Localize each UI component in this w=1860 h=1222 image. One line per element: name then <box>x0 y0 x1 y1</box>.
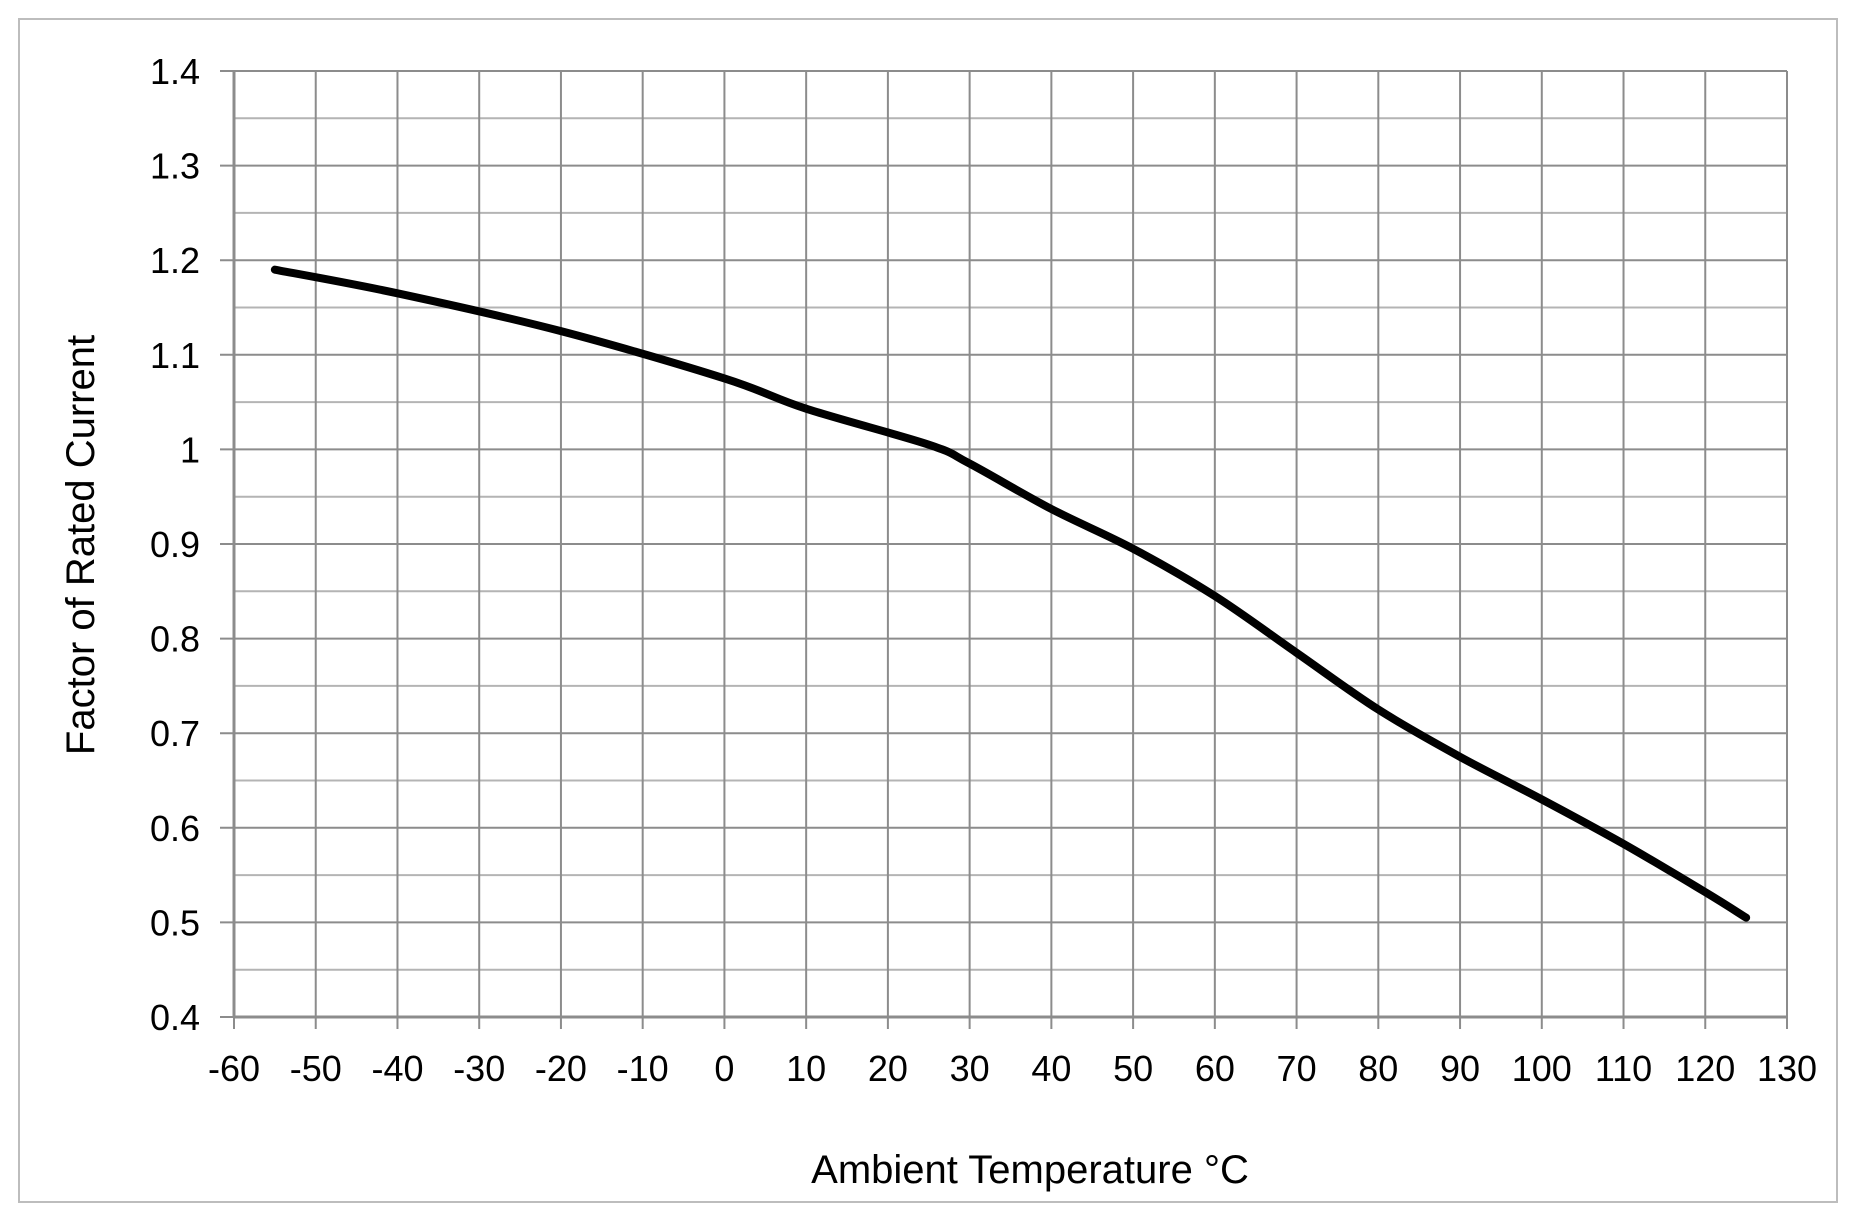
y-tick-label: 0.6 <box>150 808 200 849</box>
y-tick-label: 0.5 <box>150 902 200 943</box>
y-tick-label: 0.8 <box>150 619 200 660</box>
y-tick-label: 0.9 <box>150 524 200 565</box>
series-layer <box>270 265 1751 922</box>
x-tick-label: 130 <box>1757 1048 1817 1089</box>
y-tick-label: 1.4 <box>150 51 200 92</box>
x-tick-label: 80 <box>1358 1048 1398 1089</box>
y-tick-label: 0.7 <box>150 713 200 754</box>
axes <box>232 71 1787 1019</box>
y-tick-label: 0.4 <box>150 997 200 1038</box>
x-tick-label: -30 <box>453 1048 505 1089</box>
x-tick-label: -50 <box>290 1048 342 1089</box>
chart-frame <box>18 18 1838 1203</box>
x-tick-label: 110 <box>1595 1048 1652 1089</box>
x-tick-label: 0 <box>714 1048 734 1089</box>
y-tick-label: 1.1 <box>150 335 200 376</box>
y-tick-label: 1.2 <box>150 240 200 281</box>
series-line <box>270 265 1751 922</box>
y-tick-label: 1 <box>180 429 200 470</box>
x-tick-label: 10 <box>786 1048 826 1089</box>
y-tick-label: 1.3 <box>150 146 200 187</box>
x-tick-label: 60 <box>1195 1048 1235 1089</box>
x-tick-label: 100 <box>1512 1048 1572 1089</box>
x-tick-label: -60 <box>208 1048 260 1089</box>
x-tick-label: 70 <box>1277 1048 1317 1089</box>
y-tick-labels: 0.4 0.5 0.6 0.7 0.8 0.9 1 1.1 1.2 1.3 1.4 <box>150 51 200 1038</box>
x-tick-label: 30 <box>950 1048 990 1089</box>
minor-gridlines <box>234 117 1787 971</box>
x-tick-label: 90 <box>1440 1048 1480 1089</box>
x-axis-title: Ambient Temperature °C <box>811 1148 1249 1192</box>
x-tick-label: -40 <box>371 1048 423 1089</box>
x-tick-label: 50 <box>1113 1048 1153 1089</box>
y-axis-title: Factor of Rated Current <box>59 335 103 755</box>
x-tick-label: 20 <box>868 1048 908 1089</box>
major-gridlines <box>220 70 1788 1029</box>
x-tick-label: -20 <box>535 1048 587 1089</box>
x-tick-label: -10 <box>617 1048 669 1089</box>
x-tick-label: 40 <box>1031 1048 1071 1089</box>
x-tick-label: 120 <box>1675 1048 1735 1089</box>
x-tick-labels: -60 -50 -40 -30 -20 -10 0 10 20 30 40 50 60 70 80 90 100… <box>208 1048 1817 1089</box>
